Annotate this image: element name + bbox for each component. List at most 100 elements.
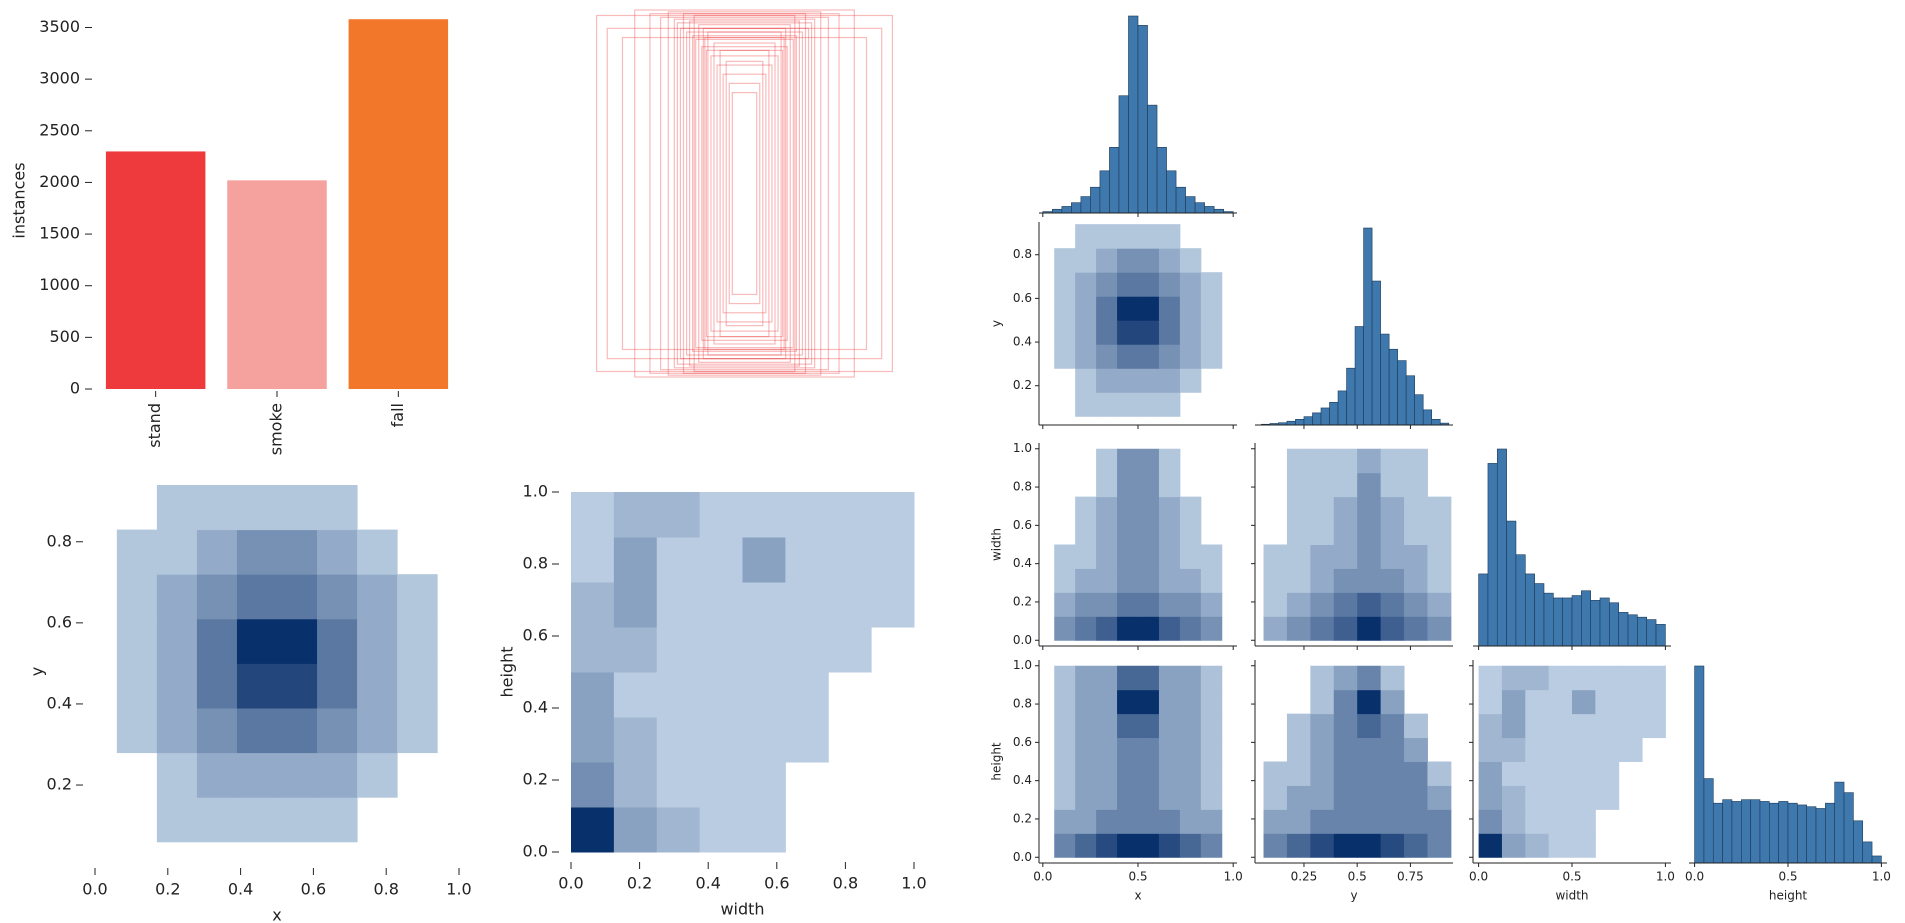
heat-cell bbox=[1357, 448, 1382, 474]
heat-cell bbox=[1158, 713, 1181, 739]
heat-cell bbox=[1138, 785, 1160, 810]
heat-cell bbox=[1200, 616, 1223, 641]
heat-cell bbox=[1138, 592, 1160, 617]
heat-cell bbox=[1200, 785, 1223, 810]
x-tick-label: stand bbox=[145, 403, 164, 448]
heat-cell bbox=[1380, 713, 1405, 739]
hist-bar bbox=[1147, 104, 1158, 214]
x-tick-label: 1.0 bbox=[446, 880, 471, 899]
heat-cell bbox=[1548, 785, 1573, 810]
y-axis-label: y bbox=[28, 667, 47, 676]
heat-cell bbox=[1075, 520, 1097, 545]
x-tick-label: fall bbox=[388, 403, 407, 427]
hist-bar bbox=[1166, 170, 1177, 214]
bar bbox=[348, 19, 449, 390]
heat-cell bbox=[1310, 785, 1335, 810]
heat-cell bbox=[1263, 592, 1288, 617]
hist-bar bbox=[1515, 554, 1526, 647]
heat-cell bbox=[196, 663, 238, 709]
heat-cell bbox=[277, 529, 318, 575]
heat-cell bbox=[1642, 713, 1666, 739]
heat-cell bbox=[1138, 544, 1160, 569]
hist-bar bbox=[1525, 573, 1535, 647]
x-tick-label: 1.0 bbox=[1224, 870, 1243, 884]
heat-cell bbox=[1200, 689, 1223, 715]
y-tick-label: 0.8 bbox=[1013, 480, 1032, 494]
hist-bar bbox=[1303, 416, 1313, 426]
x-tick-label: 0.0 bbox=[1033, 870, 1052, 884]
heat-cell bbox=[1179, 761, 1202, 786]
column-label: y bbox=[1350, 889, 1357, 903]
heat-cell bbox=[1075, 833, 1097, 858]
x-tick-label: 0.0 bbox=[1469, 870, 1488, 884]
heat-cell bbox=[1380, 544, 1405, 569]
hist-bar bbox=[1599, 597, 1610, 647]
heat-cell bbox=[236, 574, 278, 620]
heat-cell bbox=[1501, 785, 1526, 810]
heat-cell bbox=[156, 574, 198, 620]
heat-cell bbox=[1478, 761, 1503, 786]
y-tick-label: 0.2 bbox=[1013, 594, 1032, 608]
heat-cell bbox=[1138, 520, 1160, 545]
hist-bar bbox=[1703, 778, 1714, 864]
heat-cell bbox=[277, 797, 318, 843]
heat-cell bbox=[1096, 296, 1118, 321]
heat-cell bbox=[1117, 344, 1139, 369]
x-tick-label: 0.5 bbox=[1778, 870, 1797, 884]
label-box bbox=[707, 31, 782, 356]
x-tick-label: 0.6 bbox=[301, 880, 326, 899]
heat-cell bbox=[317, 618, 358, 664]
y-axis-label: height bbox=[498, 647, 517, 698]
x-tick-label: 0.8 bbox=[833, 874, 858, 893]
heat-cell bbox=[1179, 616, 1202, 641]
heat-cell bbox=[1572, 737, 1596, 762]
heat-cell bbox=[1357, 592, 1382, 617]
heat-cell bbox=[1310, 665, 1335, 691]
hist-bar bbox=[1329, 401, 1339, 426]
heat-cell bbox=[1310, 568, 1335, 593]
heat-cell bbox=[1158, 448, 1181, 474]
hist-bar bbox=[1422, 409, 1433, 426]
heat-cell bbox=[1138, 448, 1160, 474]
hist-bar bbox=[1806, 806, 1817, 864]
heat-cell bbox=[1138, 368, 1160, 393]
y-tick-label: 0.2 bbox=[47, 775, 72, 794]
heat-cell bbox=[1096, 320, 1118, 345]
heat-cell bbox=[828, 537, 872, 583]
hist-bar bbox=[1534, 583, 1545, 647]
heat-cell bbox=[1380, 665, 1405, 691]
label-box bbox=[728, 82, 761, 305]
hist-bar bbox=[1185, 196, 1196, 214]
y-tick-label: 0.8 bbox=[1013, 247, 1032, 261]
heat-cell bbox=[1357, 496, 1382, 522]
heat-cell bbox=[1548, 737, 1573, 762]
hist-bar bbox=[1405, 375, 1415, 426]
heat-cell bbox=[1333, 833, 1358, 858]
heat-cell bbox=[1075, 785, 1097, 810]
heat-cell bbox=[1096, 472, 1118, 498]
heat-cell bbox=[317, 663, 358, 709]
heat-cell bbox=[1075, 616, 1097, 641]
heat-cell bbox=[1158, 520, 1181, 545]
heat-cell bbox=[699, 537, 743, 583]
hist-bar bbox=[1843, 792, 1854, 864]
heat-cell bbox=[871, 492, 915, 538]
heat-cell bbox=[1357, 833, 1382, 858]
heat-cell bbox=[656, 807, 701, 853]
heat-cell bbox=[1357, 761, 1382, 786]
heat-cell bbox=[1096, 448, 1118, 474]
heat-cell bbox=[742, 582, 786, 628]
heat-cell bbox=[656, 582, 701, 628]
heat-cell bbox=[1501, 713, 1526, 739]
heat-cell bbox=[742, 717, 786, 763]
heat-cell bbox=[317, 707, 358, 754]
heat-cell bbox=[1200, 344, 1223, 369]
heat-cell bbox=[1117, 368, 1139, 393]
heat-cell bbox=[1158, 592, 1181, 617]
heat-cell bbox=[1054, 665, 1076, 691]
heat-cell bbox=[1380, 689, 1405, 715]
heat-cell bbox=[1642, 689, 1666, 715]
heat-cell bbox=[1595, 689, 1620, 715]
x-tick-label: 0.0 bbox=[558, 874, 583, 893]
heat-cell bbox=[1595, 785, 1620, 810]
